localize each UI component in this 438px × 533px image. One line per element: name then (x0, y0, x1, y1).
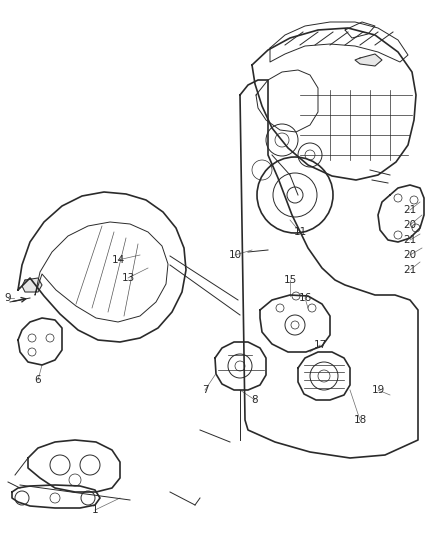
Text: 15: 15 (283, 275, 297, 285)
Text: 6: 6 (35, 375, 41, 385)
Text: 17: 17 (313, 340, 327, 350)
Polygon shape (22, 278, 42, 292)
Text: 11: 11 (293, 227, 307, 237)
Text: 19: 19 (371, 385, 385, 395)
Text: 10: 10 (229, 250, 242, 260)
Text: 21: 21 (403, 265, 417, 275)
Text: 20: 20 (403, 250, 417, 260)
Text: 16: 16 (298, 293, 311, 303)
Text: 9: 9 (5, 293, 11, 303)
Text: 14: 14 (111, 255, 125, 265)
Text: 18: 18 (353, 415, 367, 425)
Text: 7: 7 (201, 385, 208, 395)
Text: 13: 13 (121, 273, 134, 283)
Text: 21: 21 (403, 235, 417, 245)
Text: 1: 1 (92, 505, 98, 515)
Text: 8: 8 (252, 395, 258, 405)
Text: 20: 20 (403, 220, 417, 230)
Text: 21: 21 (403, 205, 417, 215)
Polygon shape (355, 54, 382, 66)
